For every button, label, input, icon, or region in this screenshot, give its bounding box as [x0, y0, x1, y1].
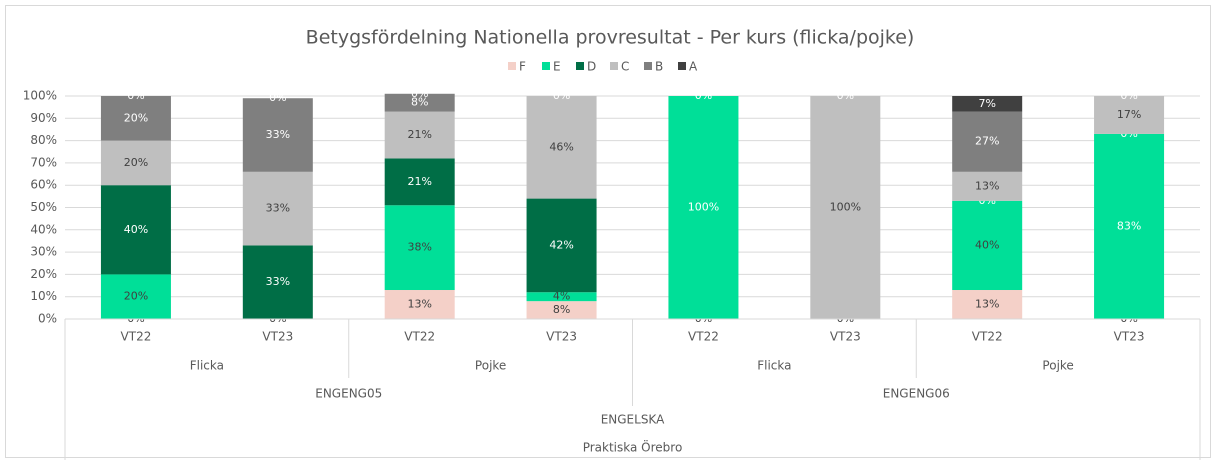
bar-segment	[1094, 96, 1165, 134]
bar-segment	[100, 185, 171, 275]
legend-label: F	[519, 60, 526, 74]
legend-swatch	[576, 62, 584, 70]
data-label: 33%	[266, 202, 290, 215]
group-label: Pojke	[475, 359, 506, 373]
legend-swatch	[542, 62, 550, 70]
data-label: 100%	[688, 201, 719, 214]
data-label: 13%	[975, 179, 999, 192]
bar-segment	[952, 96, 1023, 112]
y-tick-label: 80%	[30, 133, 57, 147]
legend-label: D	[587, 60, 596, 74]
data-label: 13%	[975, 298, 999, 311]
group-label: Flicka	[190, 359, 224, 373]
chart-title: Betygsfördelning Nationella provresultat…	[306, 27, 915, 49]
group-label: Pojke	[1042, 359, 1073, 373]
group-label: Praktiska Örebro	[583, 439, 683, 455]
bar-segment	[384, 111, 455, 159]
chart-border	[5, 5, 1211, 458]
group-label: ENGELSKA	[601, 413, 665, 427]
data-label: 13%	[407, 298, 431, 311]
legend-swatch	[610, 62, 618, 70]
x-tick-label: VT23	[1114, 330, 1145, 344]
data-label: 38%	[407, 241, 431, 254]
data-label: 17%	[1117, 108, 1141, 121]
data-label: 0%	[1120, 89, 1137, 102]
bar-segment	[384, 93, 455, 112]
data-label: 0%	[411, 87, 428, 100]
data-label: 83%	[1117, 219, 1141, 232]
bar-segment	[242, 98, 313, 172]
legend-label: A	[689, 60, 698, 74]
data-label: 7%	[978, 97, 995, 110]
y-tick-label: 90%	[30, 111, 57, 125]
bar-segment	[952, 171, 1023, 201]
data-label: 0%	[553, 89, 570, 102]
y-tick-label: 30%	[30, 245, 57, 259]
data-label: 40%	[975, 238, 999, 251]
y-tick-label: 100%	[23, 89, 57, 103]
data-label: 20%	[124, 290, 148, 303]
x-tick-label: VT22	[121, 330, 152, 344]
y-tick-label: 20%	[30, 267, 57, 281]
x-tick-label: VT22	[404, 330, 435, 344]
bar-segment	[952, 290, 1023, 319]
data-label: 8%	[553, 303, 570, 316]
bar-segment	[526, 198, 597, 293]
y-tick-label: 40%	[30, 222, 57, 236]
data-label: 21%	[407, 175, 431, 188]
group-label: ENGENG06	[883, 387, 950, 401]
bar-segment	[952, 200, 1023, 291]
bar-segment	[952, 111, 1023, 172]
data-label: 40%	[124, 223, 148, 236]
group-label: ENGENG05	[315, 387, 382, 401]
x-tick-label: VT22	[688, 330, 719, 344]
data-label: 0%	[127, 89, 144, 102]
legend-swatch	[508, 62, 516, 70]
bar-segment	[1094, 133, 1165, 319]
bar-segment	[242, 171, 313, 246]
legend-label: B	[655, 60, 663, 74]
data-label: 33%	[266, 128, 290, 141]
group-label: Flicka	[757, 359, 791, 373]
bar-segment	[100, 274, 171, 319]
x-tick-label: VT23	[830, 330, 861, 344]
data-label: 100%	[830, 201, 861, 214]
legend-label: E	[553, 60, 561, 74]
bar-segment	[100, 96, 171, 141]
data-label: 0%	[695, 89, 712, 102]
x-tick-label: VT23	[546, 330, 577, 344]
y-tick-label: 0%	[38, 312, 57, 326]
bar-segment	[526, 292, 597, 302]
legend-swatch	[678, 62, 686, 70]
y-tick-label: 10%	[30, 289, 57, 303]
bar-segment	[100, 140, 171, 186]
data-label: 20%	[124, 111, 148, 124]
bar-segment	[526, 96, 597, 199]
data-label: 4%	[553, 290, 570, 303]
legend-swatch	[644, 62, 652, 70]
legend-label: C	[621, 60, 629, 74]
bar-segment	[668, 96, 739, 319]
data-label: 33%	[266, 275, 290, 288]
data-label: 0%	[837, 89, 854, 102]
data-label: 27%	[975, 135, 999, 148]
bar-segment	[384, 290, 455, 319]
data-label: 8%	[411, 96, 428, 109]
bar-segment	[384, 205, 455, 291]
data-label: 20%	[124, 156, 148, 169]
y-tick-label: 50%	[30, 200, 57, 214]
data-label: 0%	[269, 91, 286, 104]
bar-segment	[242, 245, 313, 319]
x-tick-label: VT23	[262, 330, 293, 344]
bar-segment	[810, 96, 881, 319]
y-tick-label: 70%	[30, 155, 57, 169]
y-tick-label: 60%	[30, 178, 57, 192]
data-label: 42%	[549, 238, 573, 251]
bar-segment	[526, 301, 597, 319]
bar-segment	[384, 158, 455, 206]
data-label: 21%	[407, 128, 431, 141]
x-tick-label: VT22	[972, 330, 1003, 344]
data-label: 46%	[549, 140, 573, 153]
